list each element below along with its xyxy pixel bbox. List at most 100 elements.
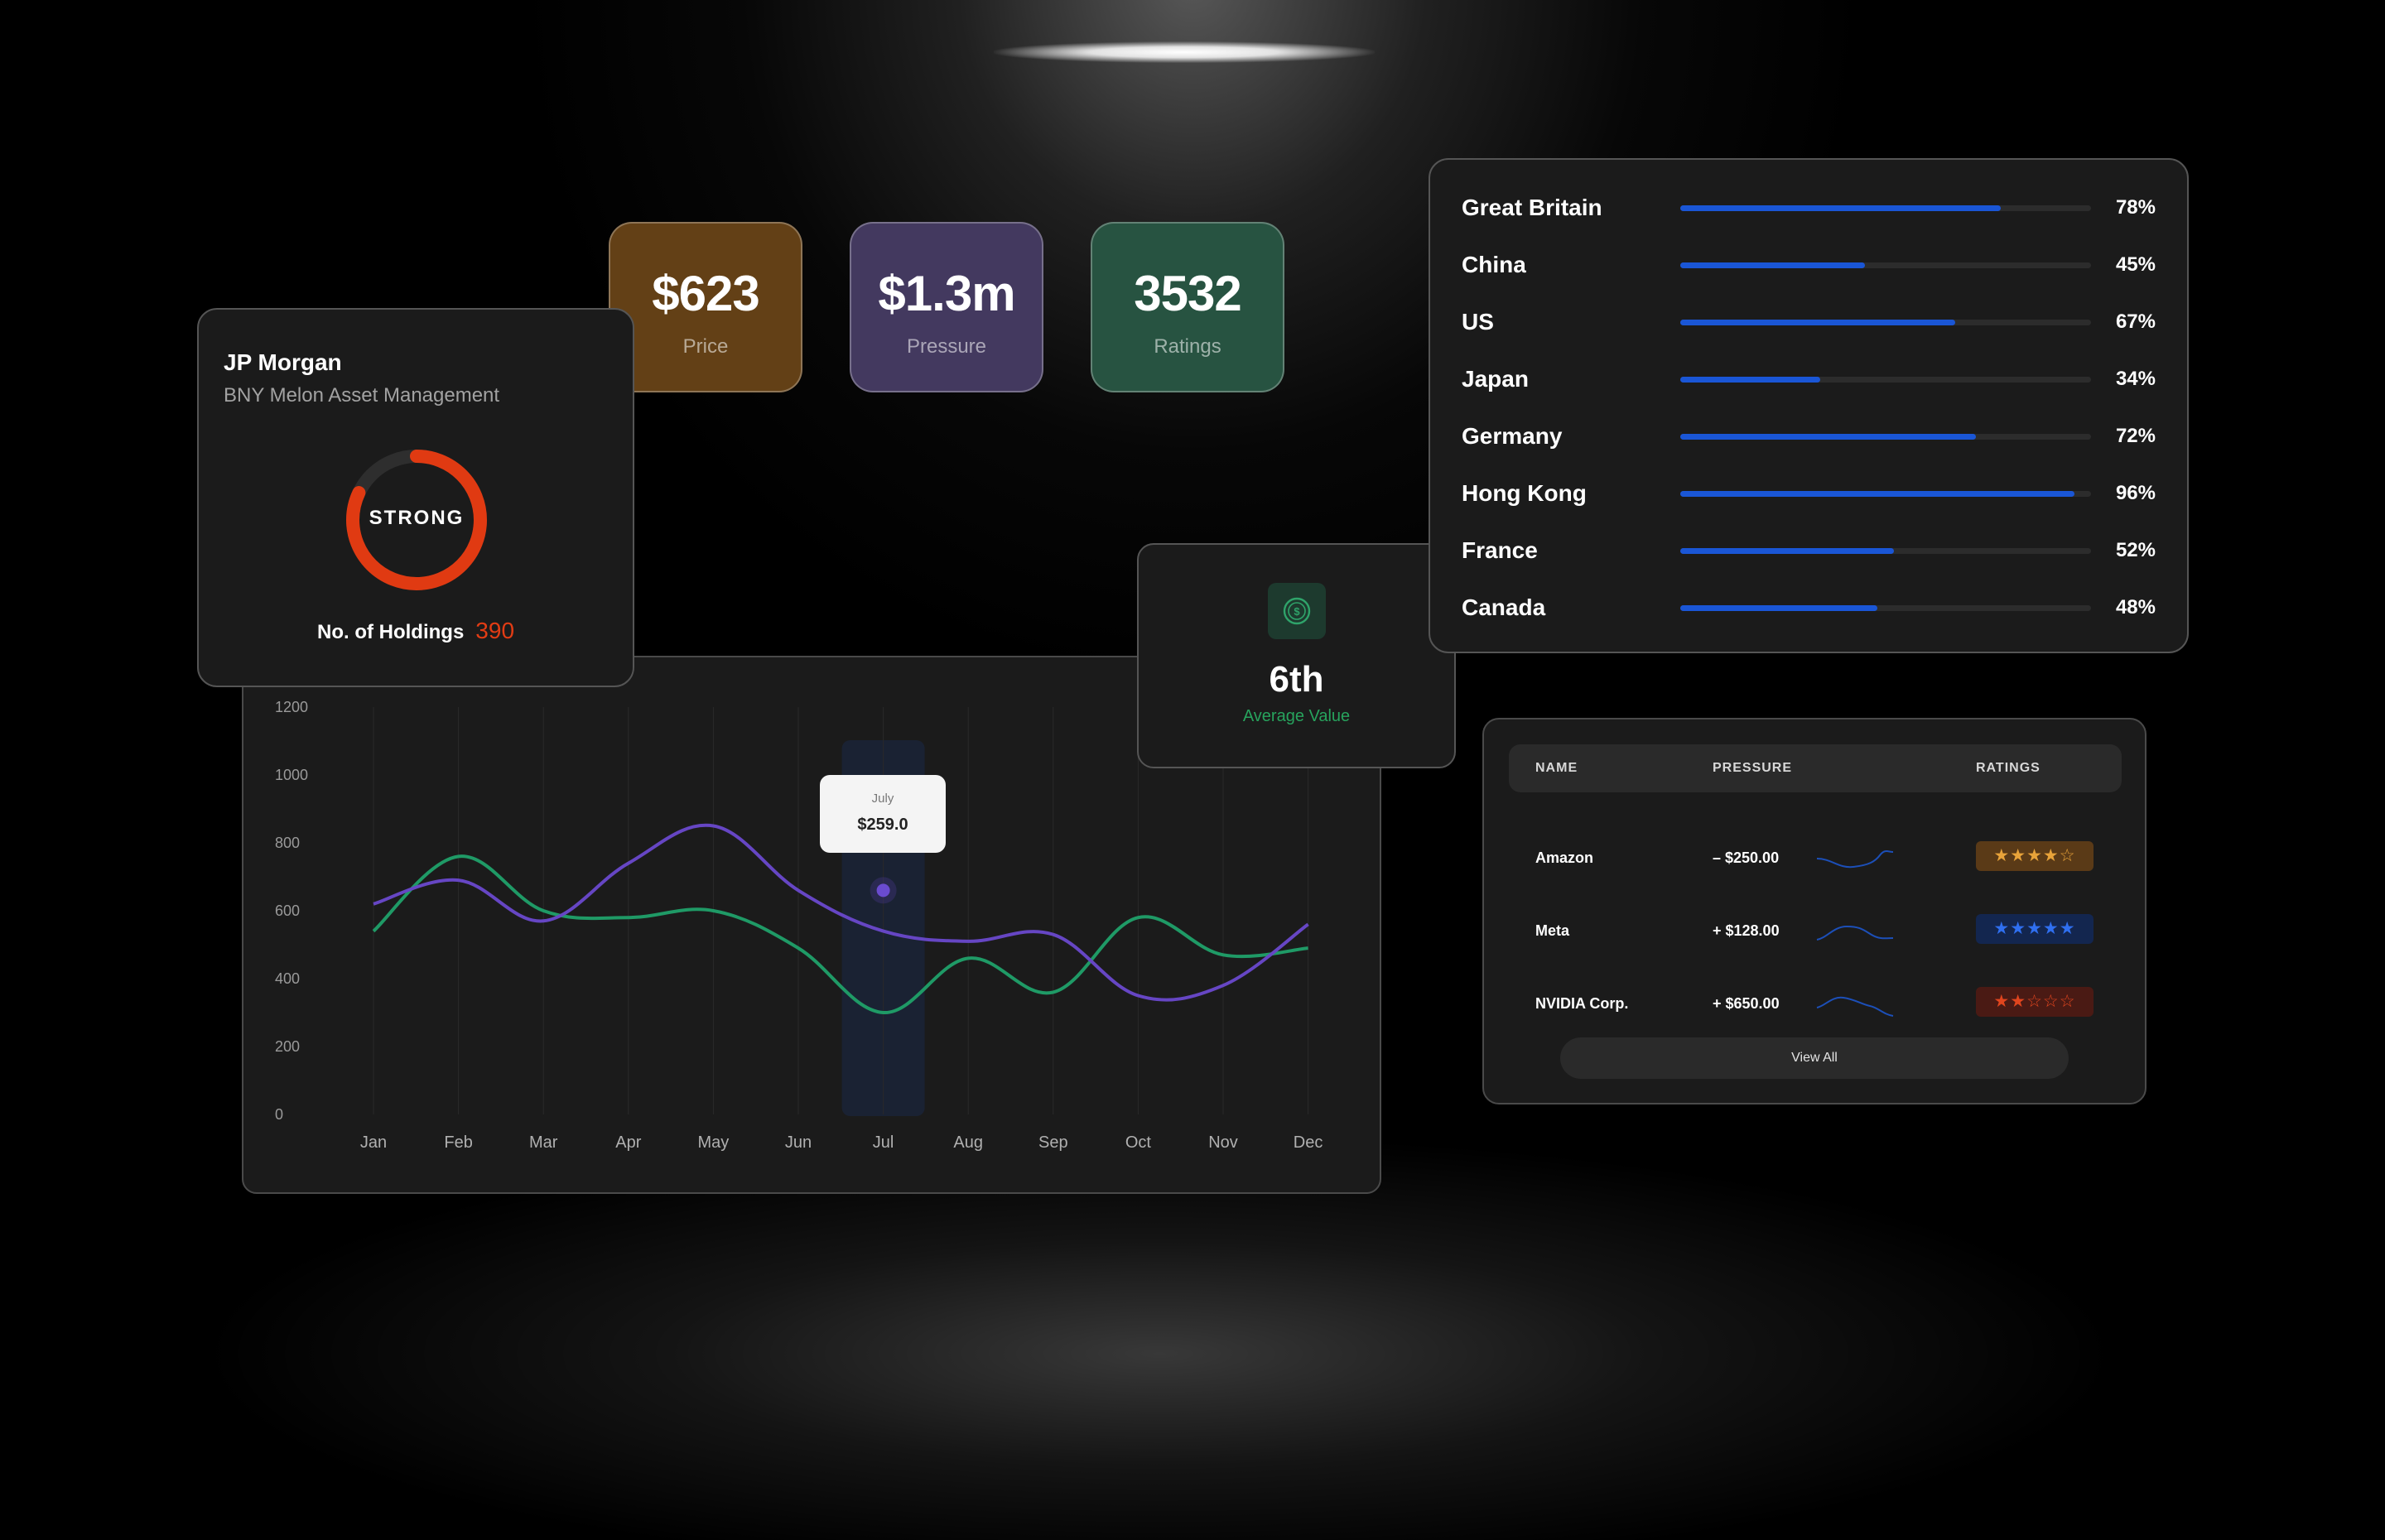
- country-name: Canada: [1462, 591, 1545, 624]
- y-tick-label: 1200: [275, 699, 308, 715]
- country-bar-track: [1680, 548, 2091, 554]
- country-bar-track: [1680, 605, 2091, 611]
- x-tick-label: Apr: [615, 1133, 641, 1152]
- country-bar-fill: [1680, 605, 1877, 611]
- holdings-count-label: No. of Holdings: [317, 621, 464, 643]
- pressure-stat-card[interactable]: $1.3m Pressure: [850, 222, 1043, 392]
- company-pressure: + $128.00: [1713, 910, 1780, 951]
- average-rank: 6th: [1139, 659, 1454, 700]
- country-row[interactable]: China 45%: [1430, 248, 2187, 282]
- table-row[interactable]: Meta + $128.00 ★★★★★: [1484, 910, 2145, 951]
- x-tick-label: May: [698, 1133, 730, 1152]
- country-name: Great Britain: [1462, 191, 1602, 224]
- country-name: China: [1462, 248, 1526, 282]
- highlight-point: [877, 883, 890, 897]
- country-row[interactable]: France 52%: [1430, 534, 2187, 567]
- y-tick-label: 800: [275, 835, 300, 851]
- country-percent: 67%: [2116, 306, 2156, 339]
- y-tick-label: 600: [275, 902, 300, 919]
- x-tick-label: Jun: [785, 1133, 812, 1152]
- y-tick-label: 1000: [275, 767, 308, 783]
- pressure-label: Pressure: [851, 335, 1042, 359]
- x-tick-label: Sep: [1038, 1133, 1068, 1152]
- table-row[interactable]: NVIDIA Corp. + $650.00 ★★☆☆☆: [1484, 983, 2145, 1024]
- country-bar-track: [1680, 262, 2091, 268]
- country-name: US: [1462, 306, 1494, 339]
- tooltip-value: $259.0: [820, 816, 946, 835]
- x-tick-label: Aug: [953, 1133, 983, 1152]
- y-tick-label: 200: [275, 1038, 300, 1055]
- country-bar-fill: [1680, 491, 2074, 497]
- y-tick-label: 400: [275, 970, 300, 987]
- country-row[interactable]: Canada 48%: [1430, 591, 2187, 624]
- series-line: [373, 856, 1308, 1013]
- sparkline-icon: [1815, 989, 1895, 1018]
- company-name: Meta: [1535, 910, 1569, 951]
- x-tick-label: Nov: [1208, 1133, 1238, 1152]
- x-tick-label: Oct: [1125, 1133, 1152, 1152]
- country-bar-track: [1680, 205, 2091, 211]
- holdings-card[interactable]: JP Morgan BNY Melon Asset Management STR…: [197, 308, 634, 687]
- country-name: Germany: [1462, 420, 1562, 453]
- dollar-coin-icon: $: [1268, 583, 1326, 639]
- country-name: Hong Kong: [1462, 477, 1587, 510]
- price-value: $623: [610, 265, 801, 322]
- country-bar-fill: [1680, 434, 1976, 440]
- country-percent: 48%: [2116, 591, 2156, 624]
- country-bar-fill: [1680, 320, 1955, 325]
- country-bar-track: [1680, 491, 2091, 497]
- y-tick-label: 0: [275, 1106, 283, 1123]
- gauge-label: STRONG: [342, 507, 491, 530]
- column-header-pressure: PRESSURE: [1713, 744, 1792, 792]
- country-percent: 78%: [2116, 191, 2156, 224]
- country-bar-fill: [1680, 377, 1820, 383]
- ratings-stat-card[interactable]: 3532 Ratings: [1091, 222, 1284, 392]
- view-all-button[interactable]: View All: [1560, 1037, 2069, 1079]
- company-subtitle: BNY Melon Asset Management: [224, 384, 499, 407]
- table-header: NAME PRESSURE RATINGS: [1509, 744, 2122, 792]
- table-row[interactable]: Amazon – $250.00 ★★★★☆: [1484, 837, 2145, 878]
- column-header-ratings: RATINGS: [1976, 744, 2040, 792]
- ratings-value: 3532: [1092, 265, 1283, 322]
- x-tick-label: Jul: [873, 1133, 894, 1152]
- country-percent: 72%: [2116, 420, 2156, 453]
- column-header-name: NAME: [1535, 744, 1578, 792]
- average-value-card[interactable]: $ 6th Average Value: [1137, 543, 1456, 768]
- company-name: Amazon: [1535, 837, 1593, 878]
- country-percent: 34%: [2116, 363, 2156, 396]
- country-percent: 45%: [2116, 248, 2156, 282]
- country-percent: 96%: [2116, 477, 2156, 510]
- sparkline-icon: [1815, 844, 1895, 872]
- country-bar-track: [1680, 434, 2091, 440]
- svg-text:$: $: [1294, 605, 1300, 618]
- x-tick-label: Jan: [360, 1133, 387, 1152]
- country-name: Japan: [1462, 363, 1529, 396]
- country-row[interactable]: US 67%: [1430, 306, 2187, 339]
- country-bar-fill: [1680, 205, 2001, 211]
- rating-badge: ★★★★☆: [1976, 841, 2094, 871]
- country-breakdown-card: Great Britain 78% China 45% US 67% Japan…: [1429, 158, 2189, 653]
- price-label: Price: [610, 335, 801, 359]
- country-bar-track: [1680, 320, 2091, 325]
- price-stat-card[interactable]: $623 Price: [609, 222, 802, 392]
- x-tick-label: Mar: [529, 1133, 558, 1152]
- country-row[interactable]: Germany 72%: [1430, 420, 2187, 453]
- country-row[interactable]: Great Britain 78%: [1430, 191, 2187, 224]
- company-name: NVIDIA Corp.: [1535, 983, 1628, 1024]
- rating-badge: ★★☆☆☆: [1976, 987, 2094, 1017]
- country-row[interactable]: Japan 34%: [1430, 363, 2187, 396]
- tooltip-month: July: [820, 792, 946, 806]
- country-bar-fill: [1680, 262, 1865, 268]
- company-pressure: + $650.00: [1713, 983, 1780, 1024]
- company-title: JP Morgan: [224, 349, 342, 376]
- country-percent: 52%: [2116, 534, 2156, 567]
- country-bar-fill: [1680, 548, 1894, 554]
- pressure-value: $1.3m: [851, 265, 1042, 322]
- country-bar-track: [1680, 377, 2091, 383]
- chart-tooltip: July $259.0: [820, 775, 946, 853]
- sparkline-icon: [1815, 917, 1895, 945]
- ratings-label: Ratings: [1092, 335, 1283, 359]
- x-tick-label: Dec: [1294, 1133, 1323, 1152]
- country-row[interactable]: Hong Kong 96%: [1430, 477, 2187, 510]
